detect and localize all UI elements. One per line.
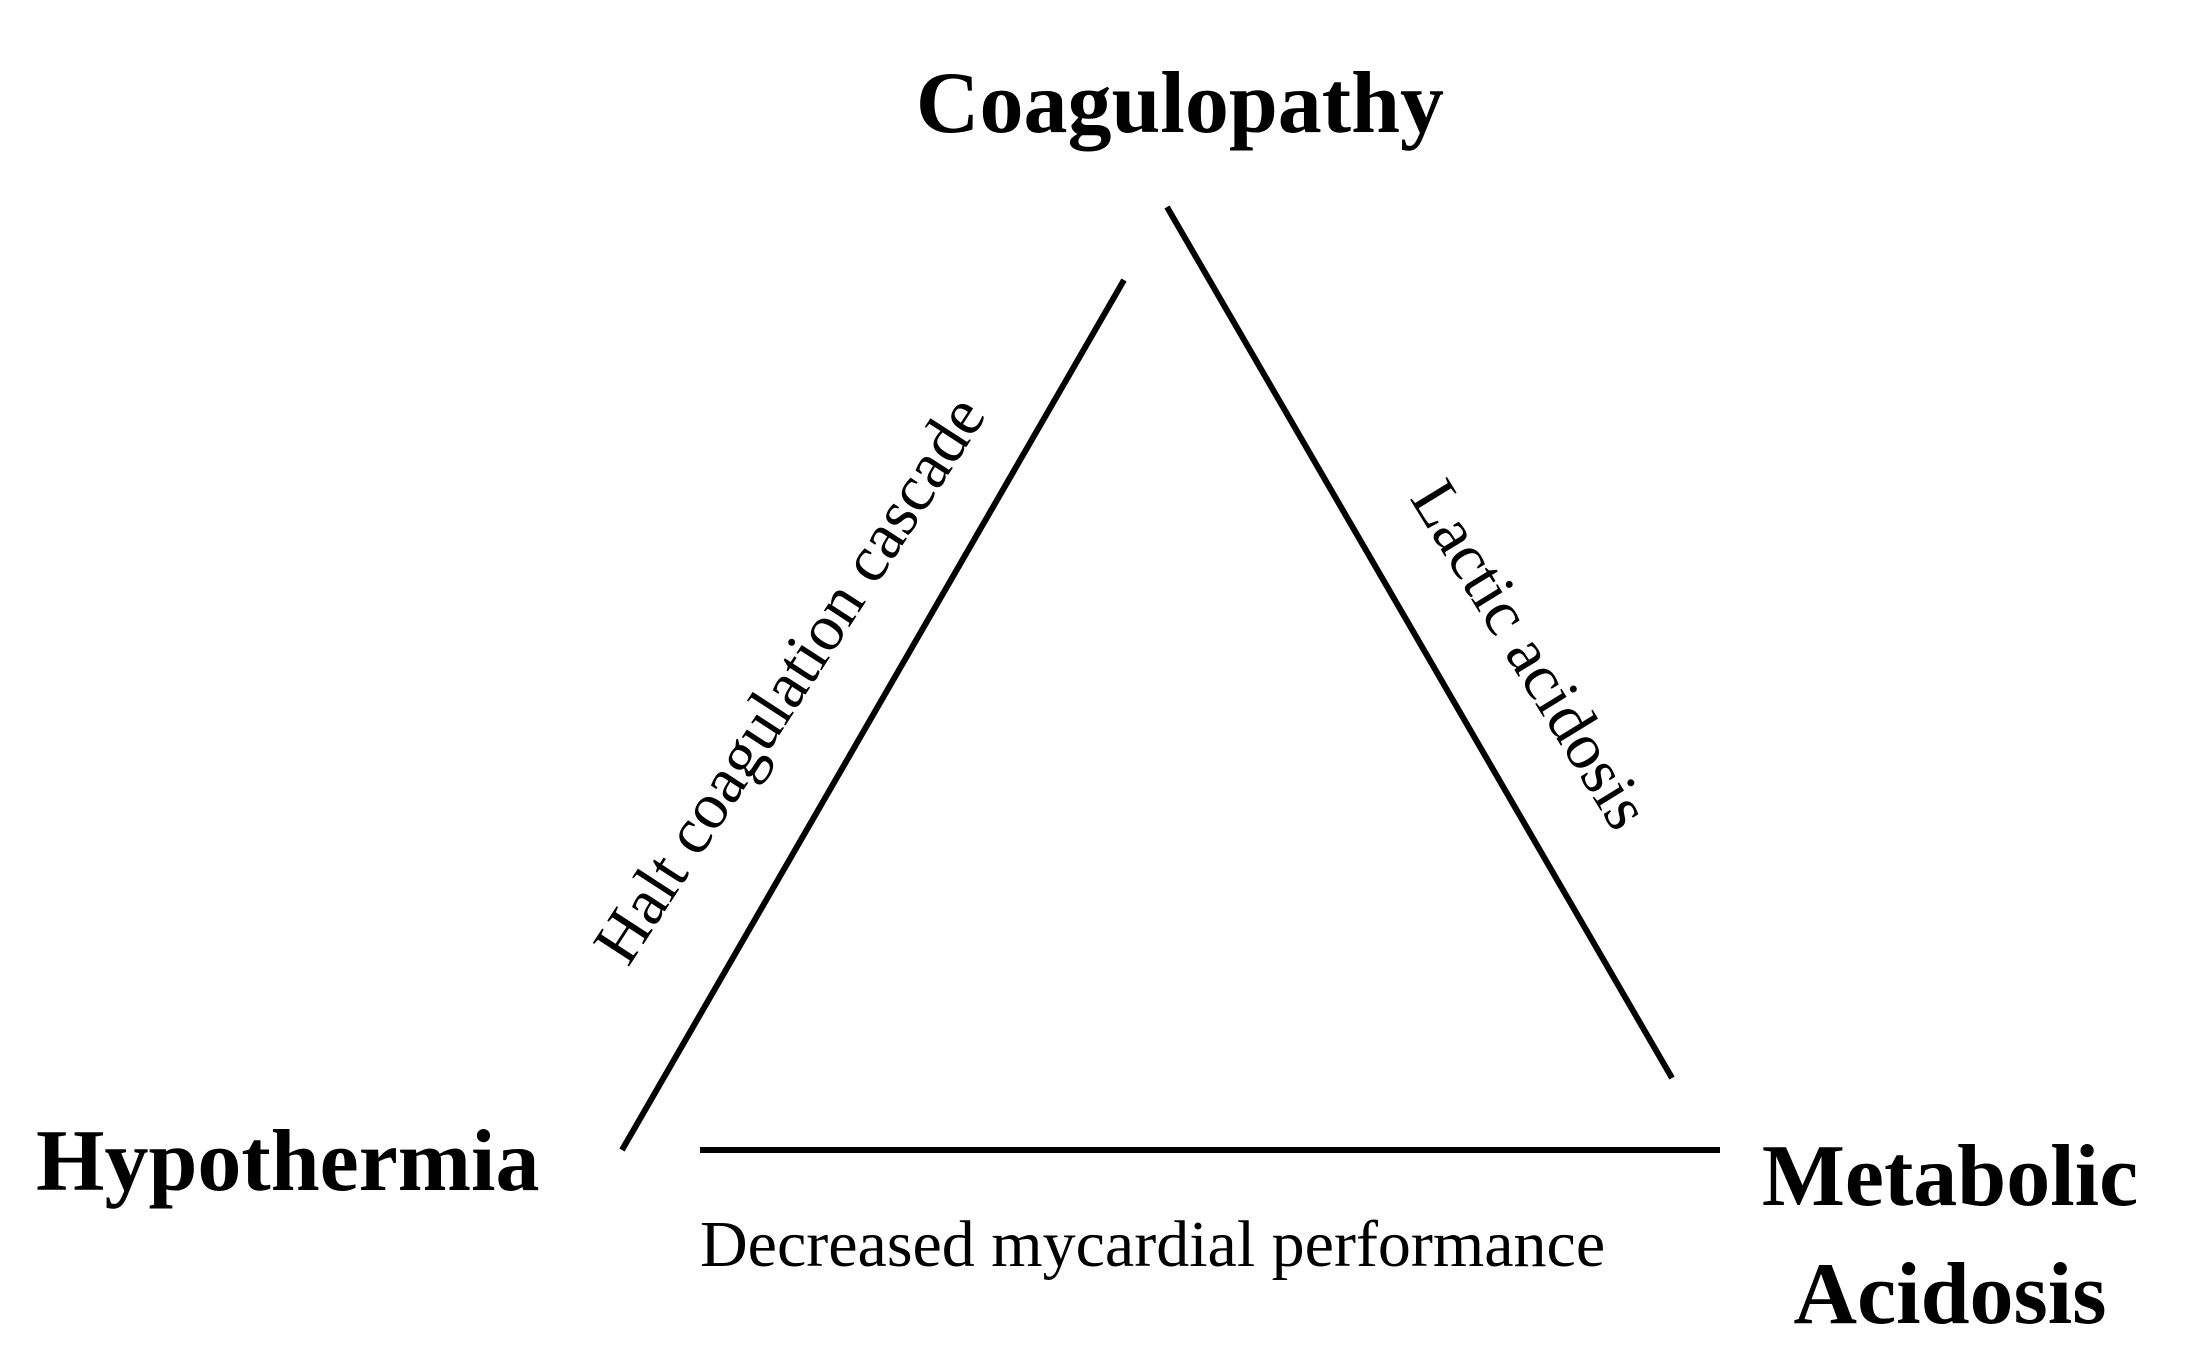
edge-line-right: [1164, 205, 1675, 1080]
node-coagulopathy: Coagulopathy: [915, 55, 1445, 152]
node-metabolic-acidosis-line1: Metabolic: [1761, 1128, 2139, 1225]
edge-line-left: [619, 278, 1127, 1152]
edge-label-decreased-mycardial-performance: Decreased mycardial performance: [700, 1208, 1606, 1281]
node-metabolic-acidosis-line2: Acidosis: [1793, 1246, 2107, 1343]
node-hypothermia: Hypothermia: [36, 1113, 540, 1210]
node-metabolic-acidosis: Metabolic Acidosis: [1740, 1118, 2160, 1354]
